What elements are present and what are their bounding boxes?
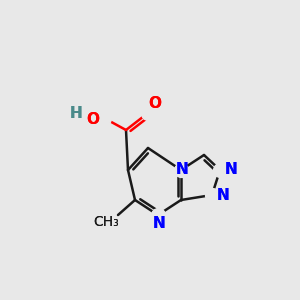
Text: H: H	[70, 106, 83, 121]
Text: N: N	[217, 188, 230, 203]
Text: N: N	[225, 163, 238, 178]
Text: CH₃: CH₃	[93, 215, 119, 229]
Text: O: O	[148, 97, 161, 112]
Text: H: H	[70, 106, 83, 121]
Text: N: N	[225, 163, 238, 178]
Text: N: N	[176, 161, 188, 176]
Text: CH₃: CH₃	[93, 215, 119, 229]
Text: O: O	[148, 97, 161, 112]
Text: O: O	[86, 112, 100, 128]
Text: N: N	[153, 216, 165, 231]
Text: N: N	[217, 188, 230, 203]
Text: O: O	[86, 112, 100, 128]
Text: N: N	[153, 216, 165, 231]
Text: N: N	[176, 161, 188, 176]
